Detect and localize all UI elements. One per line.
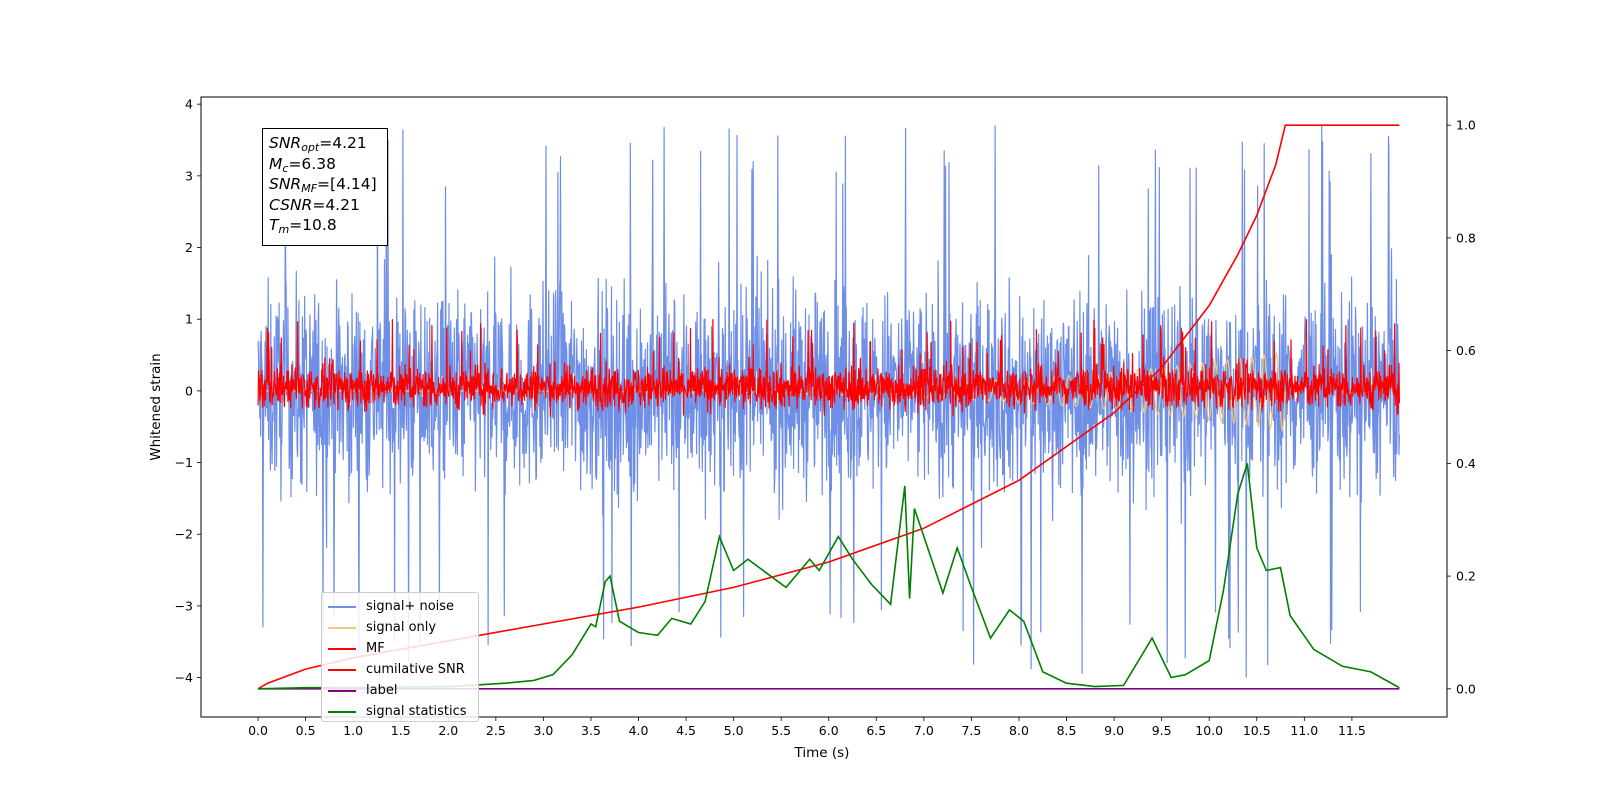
x-tick-label: 5.0 bbox=[724, 723, 744, 738]
x-tick-label: 6.0 bbox=[819, 723, 839, 738]
x-tick-label: 10.0 bbox=[1195, 723, 1223, 738]
y-tick-label: 3 bbox=[185, 168, 193, 183]
x-tick-label: 9.0 bbox=[1104, 723, 1124, 738]
x-tick-label: 11.5 bbox=[1338, 723, 1366, 738]
x-axis-label: Time (s) bbox=[794, 745, 850, 761]
y2-tick-label: 0.2 bbox=[1456, 569, 1476, 584]
x-tick-label: 8.5 bbox=[1057, 723, 1077, 738]
legend-swatch bbox=[328, 689, 356, 692]
y2-tick-label: 0.6 bbox=[1456, 343, 1476, 358]
legend-item-signal-statistics: signal statistics bbox=[328, 701, 472, 722]
tm-row: Tm=10.8 bbox=[269, 216, 337, 236]
legend-item-label: label bbox=[328, 680, 472, 701]
y-tick-label: −3 bbox=[175, 598, 193, 613]
x-tick-label: 0.5 bbox=[296, 723, 316, 738]
x-tick-label: 4.0 bbox=[629, 723, 649, 738]
x-tick-label: 2.0 bbox=[438, 723, 458, 738]
x-axis-ticks: 0.0 0.5 1.0 1.5 2.0 2.5 3.0 3.5 4.0 4.5 5.0 5.5 6.0 6… bbox=[248, 717, 1366, 738]
x-tick-label: 1.0 bbox=[343, 723, 363, 738]
y-tick-label: −4 bbox=[175, 670, 193, 685]
csnr-row: CSNR=4.21 bbox=[269, 195, 360, 214]
y-axis-right-ticks: 1.0 0.8 0.6 0.4 0.2 0.0 bbox=[1447, 118, 1476, 696]
axes-frame bbox=[200, 96, 1448, 718]
x-tick-label: 3.0 bbox=[533, 723, 553, 738]
legend-item-signal-noise: signal+ noise bbox=[328, 596, 472, 617]
legend-swatch bbox=[328, 605, 356, 608]
x-tick-label: 11.0 bbox=[1290, 723, 1318, 738]
y-tick-label: 2 bbox=[185, 240, 193, 255]
legend-item-signal-only: signal only bbox=[328, 617, 472, 638]
y2-tick-label: 0.4 bbox=[1456, 456, 1476, 471]
chart-legend: signal+ noise signal only MF cumilative … bbox=[321, 592, 479, 722]
x-tick-label: 9.5 bbox=[1152, 723, 1172, 738]
x-tick-label: 7.0 bbox=[914, 723, 934, 738]
series-signal-noise bbox=[257, 125, 1400, 678]
snr-opt-row: SNRopt=4.21 bbox=[269, 134, 367, 154]
y2-tick-label: 0.0 bbox=[1456, 681, 1476, 696]
x-tick-label: 1.5 bbox=[391, 723, 411, 738]
legend-swatch bbox=[328, 710, 356, 713]
legend-swatch bbox=[328, 647, 356, 650]
y-tick-label: −1 bbox=[175, 455, 193, 470]
series-mf bbox=[257, 319, 1400, 418]
x-tick-label: 6.5 bbox=[866, 723, 886, 738]
y2-tick-label: 1.0 bbox=[1456, 118, 1476, 133]
y-axis-left-ticks: 4 3 2 1 0 −1 −2 −3 −4 bbox=[175, 97, 201, 685]
legend-swatch bbox=[328, 668, 356, 671]
y-tick-label: 4 bbox=[185, 97, 193, 112]
x-tick-label: 5.5 bbox=[771, 723, 791, 738]
snr-info-box: SNRopt=4.21 Mc=6.38 SNRMF=[4.14] CSNR=4.… bbox=[262, 128, 388, 246]
y-tick-label: −2 bbox=[175, 527, 193, 542]
mc-row: Mc=6.38 bbox=[269, 154, 336, 175]
y-tick-label: 1 bbox=[185, 312, 193, 327]
legend-swatch bbox=[328, 626, 356, 629]
y2-tick-label: 0.8 bbox=[1456, 230, 1476, 245]
y-tick-label: 0 bbox=[185, 383, 193, 398]
x-tick-label: 4.5 bbox=[676, 723, 696, 738]
x-tick-label: 7.5 bbox=[961, 723, 981, 738]
legend-item-cumulative-snr: cumilative SNR bbox=[328, 659, 472, 680]
x-tick-label: 3.5 bbox=[581, 723, 601, 738]
x-tick-label: 8.0 bbox=[1009, 723, 1029, 738]
snr-mf-row: SNRMF=[4.14] bbox=[269, 175, 377, 195]
x-tick-label: 10.5 bbox=[1243, 723, 1271, 738]
x-tick-label: 0.0 bbox=[248, 723, 268, 738]
legend-item-mf: MF bbox=[328, 638, 472, 659]
series-signal-statistics bbox=[258, 463, 1400, 690]
y-axis-label: Whitened strain bbox=[148, 353, 164, 460]
x-tick-label: 2.5 bbox=[486, 723, 506, 738]
